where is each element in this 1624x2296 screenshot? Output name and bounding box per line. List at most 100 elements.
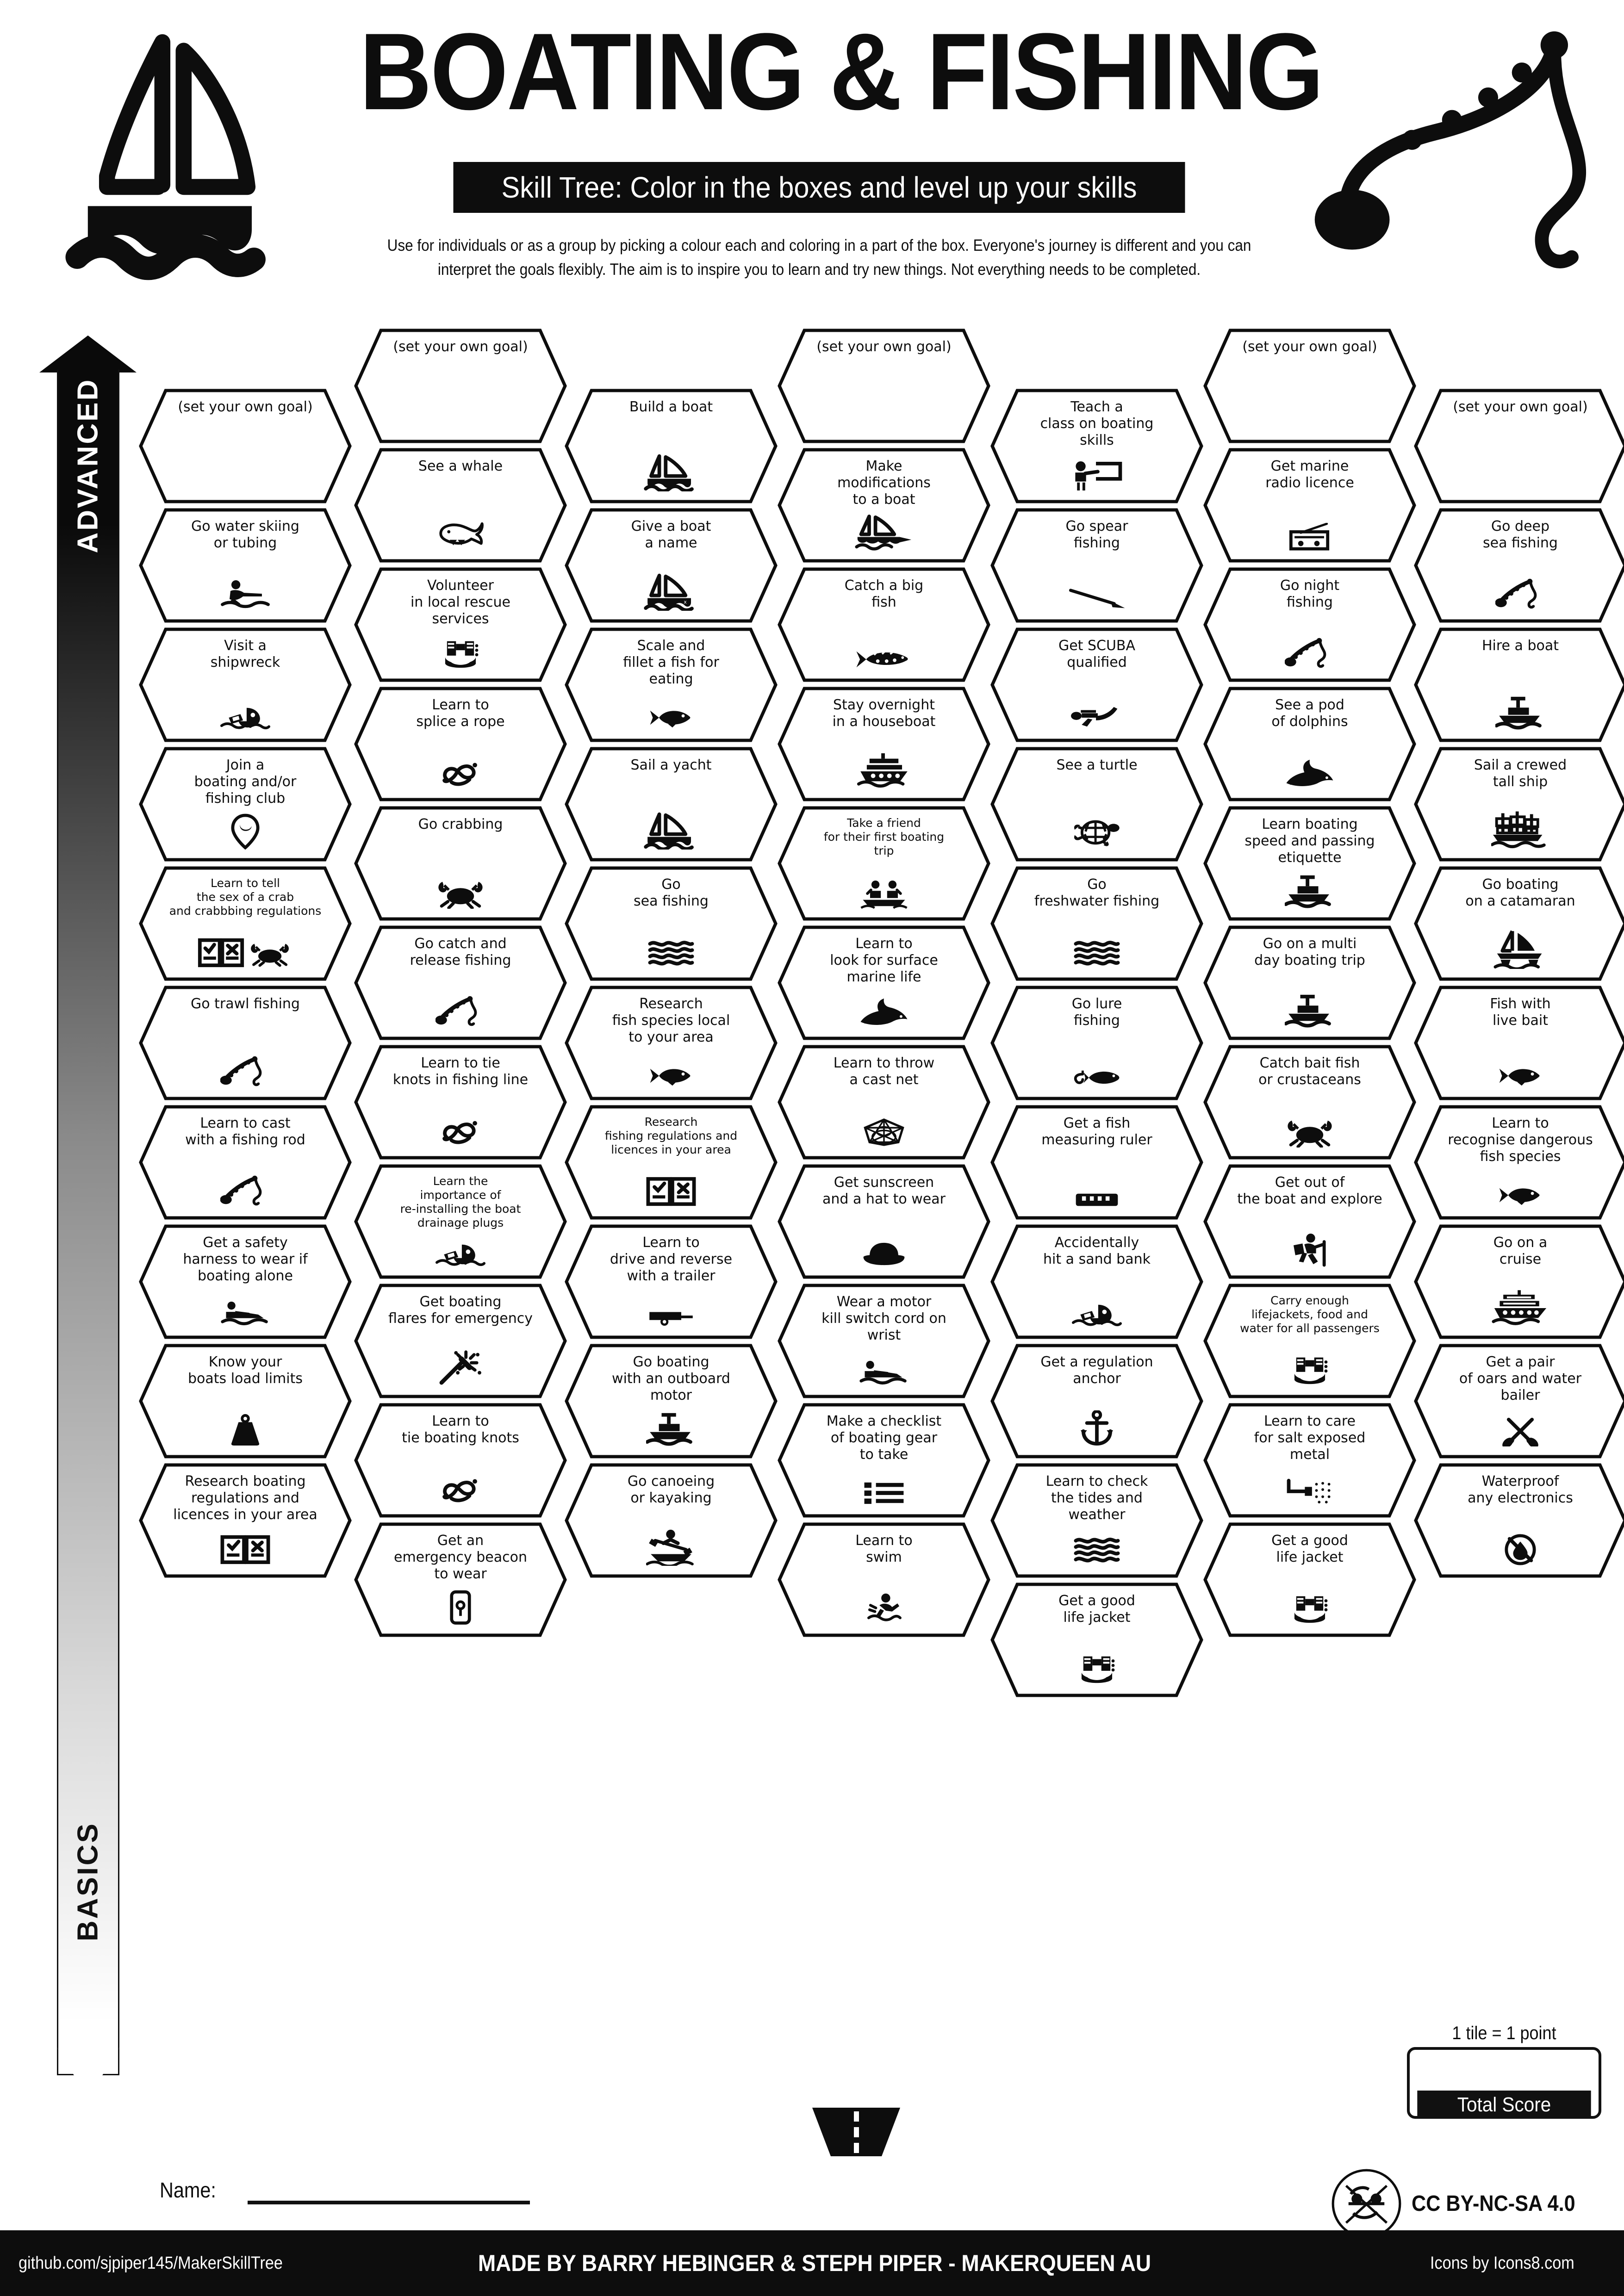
skill-tile-label: Get a fish measuring ruler [1041,1115,1152,1148]
name-write-line[interactable] [248,2201,530,2204]
skill-tile[interactable]: Learn to tell the sex of a crab and crabbb… [139,866,352,981]
skill-tile[interactable]: Visit a shipwreck [139,627,352,742]
skill-tile[interactable]: Volunteer in local rescue services [354,567,567,682]
skill-tile[interactable]: Learn to check the tides and weather [990,1463,1203,1578]
skill-tile[interactable]: Get marine radio licence [1203,448,1416,563]
skill-tile[interactable]: Learn to splice a rope [354,687,567,801]
skill-tile[interactable]: Go crabbing [354,806,567,921]
skill-tile[interactable]: Go on a cruise [1414,1224,1624,1339]
skill-tile[interactable]: Sail a crewed tall ship [1414,747,1624,862]
skill-tile[interactable]: (set your own goal) [139,389,352,503]
skill-tile[interactable]: Learn to throw a cast net [778,1045,990,1160]
skill-tile[interactable]: Go on a multi day boating trip [1203,925,1416,1040]
skill-tile[interactable]: Wear a motor kill switch cord on wrist [778,1284,990,1398]
skill-tile[interactable]: (set your own goal) [354,329,567,443]
skill-tile[interactable]: Get a safety harness to wear if boating al… [139,1224,352,1339]
icons-credit[interactable]: Icons by Icons8.com [1430,2253,1574,2273]
github-link[interactable]: github.com/sjpiper145/MakerSkillTree [19,2253,283,2273]
skill-tile[interactable]: Learn to tie knots in fishing line [354,1045,567,1160]
skill-tile[interactable]: (set your own goal) [1414,389,1624,503]
skill-tile[interactable]: Get a good life jacket [990,1582,1203,1697]
skill-tile[interactable]: Get boating flares for emergency [354,1284,567,1398]
name-field-row[interactable]: Name: [160,2175,669,2207]
skill-tile-label: Go crabbing [418,816,503,832]
skill-tile[interactable]: Go lure fishing [990,986,1203,1100]
skill-tile[interactable]: Go freshwater fishing [990,866,1203,981]
skill-tile[interactable]: Learn to care for salt exposed metal [1203,1403,1416,1518]
skill-tile[interactable]: Go boating on a catamaran [1414,866,1624,981]
skill-tile-label: Learn to tie boating knots [402,1413,519,1446]
motorboat-icon [565,1410,778,1446]
skill-tile[interactable]: Go boating with an outboard motor [565,1344,778,1458]
skill-tile[interactable]: Go catch and release fishing [354,925,567,1040]
teacher-icon [990,461,1203,491]
skill-tile[interactable]: Make a checklist of boating gear to take [778,1403,990,1518]
skill-tile[interactable]: Go water skiing or tubing [139,508,352,623]
skill-tile[interactable]: Stay overnight in a houseboat [778,687,990,801]
skill-tile[interactable]: Learn to recognise dangerous fish species [1414,1105,1624,1220]
skill-tile[interactable]: Research fishing regulations and licences … [565,1105,778,1220]
skill-tile-label: (set your own goal) [393,339,528,355]
skill-tile[interactable]: Get SCUBA qualified [990,627,1203,742]
column-4: (set your own goal) Make modifications to … [778,329,990,1642]
skill-tile[interactable]: Take a friend for their first boating trip [778,806,990,921]
skill-tile[interactable]: Accidentally hit a sand bank [990,1224,1203,1339]
dolphin-icon [1203,758,1416,789]
skill-tile[interactable]: Sail a yacht [565,747,778,862]
skill-tile[interactable]: Know your boats load limits [139,1344,352,1458]
skill-tile[interactable]: Go sea fishing [565,866,778,981]
skill-tile[interactable]: Get an emergency beacon to wear [354,1522,567,1637]
skill-tile-label: Learn to care for salt exposed metal [1254,1413,1366,1463]
score-entry-field[interactable] [1410,2050,1599,2091]
skill-tile[interactable]: Go trawl fishing [139,986,352,1100]
skill-tile[interactable]: Learn to tie boating knots [354,1403,567,1518]
skill-tile[interactable]: Get a regulation anchor [990,1344,1203,1458]
skill-tile[interactable]: Learn the importance of re-installing the … [354,1164,567,1279]
skill-tile-label: (set your own goal) [1242,339,1377,355]
skill-tile[interactable]: Go canoeing or kayaking [565,1463,778,1578]
total-score-box[interactable]: Total Score [1407,2047,1601,2119]
skill-tile[interactable]: Catch a big fish [778,567,990,682]
skill-tile[interactable]: Carry enough lifejackets, food and water f… [1203,1284,1416,1398]
skill-tile[interactable]: Get a pair of oars and water bailer [1414,1344,1624,1458]
skill-tile[interactable]: Get a good life jacket [1203,1522,1416,1637]
skill-tile[interactable]: Learn to cast with a fishing rod [139,1105,352,1220]
skill-tile[interactable]: Fish with live bait [1414,986,1624,1100]
skill-tile-label: Learn to recognise dangerous fish species [1448,1115,1593,1165]
kayak-icon [565,1527,778,1568]
skill-tile-label: Carry enough lifejackets, food and water f… [1240,1294,1380,1335]
skill-tile-label: Go trawl fishing [191,996,300,1012]
skill-tile[interactable]: Hire a boat [1414,627,1624,742]
skill-tile[interactable]: Get out of the boat and explore [1203,1164,1416,1279]
skill-tile[interactable]: (set your own goal) [778,329,990,443]
skill-tile[interactable]: Scale and fillet a fish for eating [565,627,778,742]
skill-tile[interactable]: Go spear fishing [990,508,1203,623]
skill-tile[interactable]: Research fish species local to your area [565,986,778,1100]
skill-tile[interactable]: Learn to swim [778,1522,990,1637]
skill-tile[interactable]: Make modifications to a boat [778,448,990,563]
skill-tile-label: See a turtle [1056,757,1138,773]
skill-tile[interactable]: See a pod of dolphins [1203,687,1416,801]
skill-tile[interactable]: Waterproof any electronics [1414,1463,1624,1578]
skill-tile[interactable]: Research boating regulations and licences … [139,1463,352,1578]
skill-tile[interactable]: Build a boat [565,389,778,503]
skill-tile[interactable]: Learn to look for surface marine life [778,925,990,1040]
skill-tile[interactable]: Learn boating speed and passing etiquette [1203,806,1416,921]
skill-tile-label: Go catch and release fishing [410,936,511,968]
skill-tile[interactable]: Join a boating and/or fishing club [139,747,352,862]
skill-tile[interactable]: Give a boat a name x [565,508,778,623]
skill-tile[interactable]: (set your own goal) [1203,329,1416,443]
skill-tile[interactable]: Learn to drive and reverse with a trailer [565,1224,778,1339]
skill-tile[interactable]: Get sunscreen and a hat to wear [778,1164,990,1279]
skill-tile[interactable]: Get a fish measuring ruler [990,1105,1203,1220]
skill-tile[interactable]: See a whale [354,448,567,563]
skill-tile[interactable]: Catch bait fish or crustaceans [1203,1045,1416,1160]
skill-tile[interactable]: Go night fishing [1203,567,1416,682]
skill-tile[interactable]: Teach a class on boating skills [990,389,1203,503]
skill-tile-label: Make a checklist of boating gear to take [826,1413,942,1463]
skill-tile[interactable]: See a turtle [990,747,1203,862]
sinking-boat-icon [139,705,352,730]
skill-tile[interactable]: Go deep sea fishing [1414,508,1624,623]
skill-tile-label: Learn the importance of re-installing the … [400,1174,521,1229]
skill-tile-label: Get sunscreen and a hat to wear [822,1174,946,1207]
